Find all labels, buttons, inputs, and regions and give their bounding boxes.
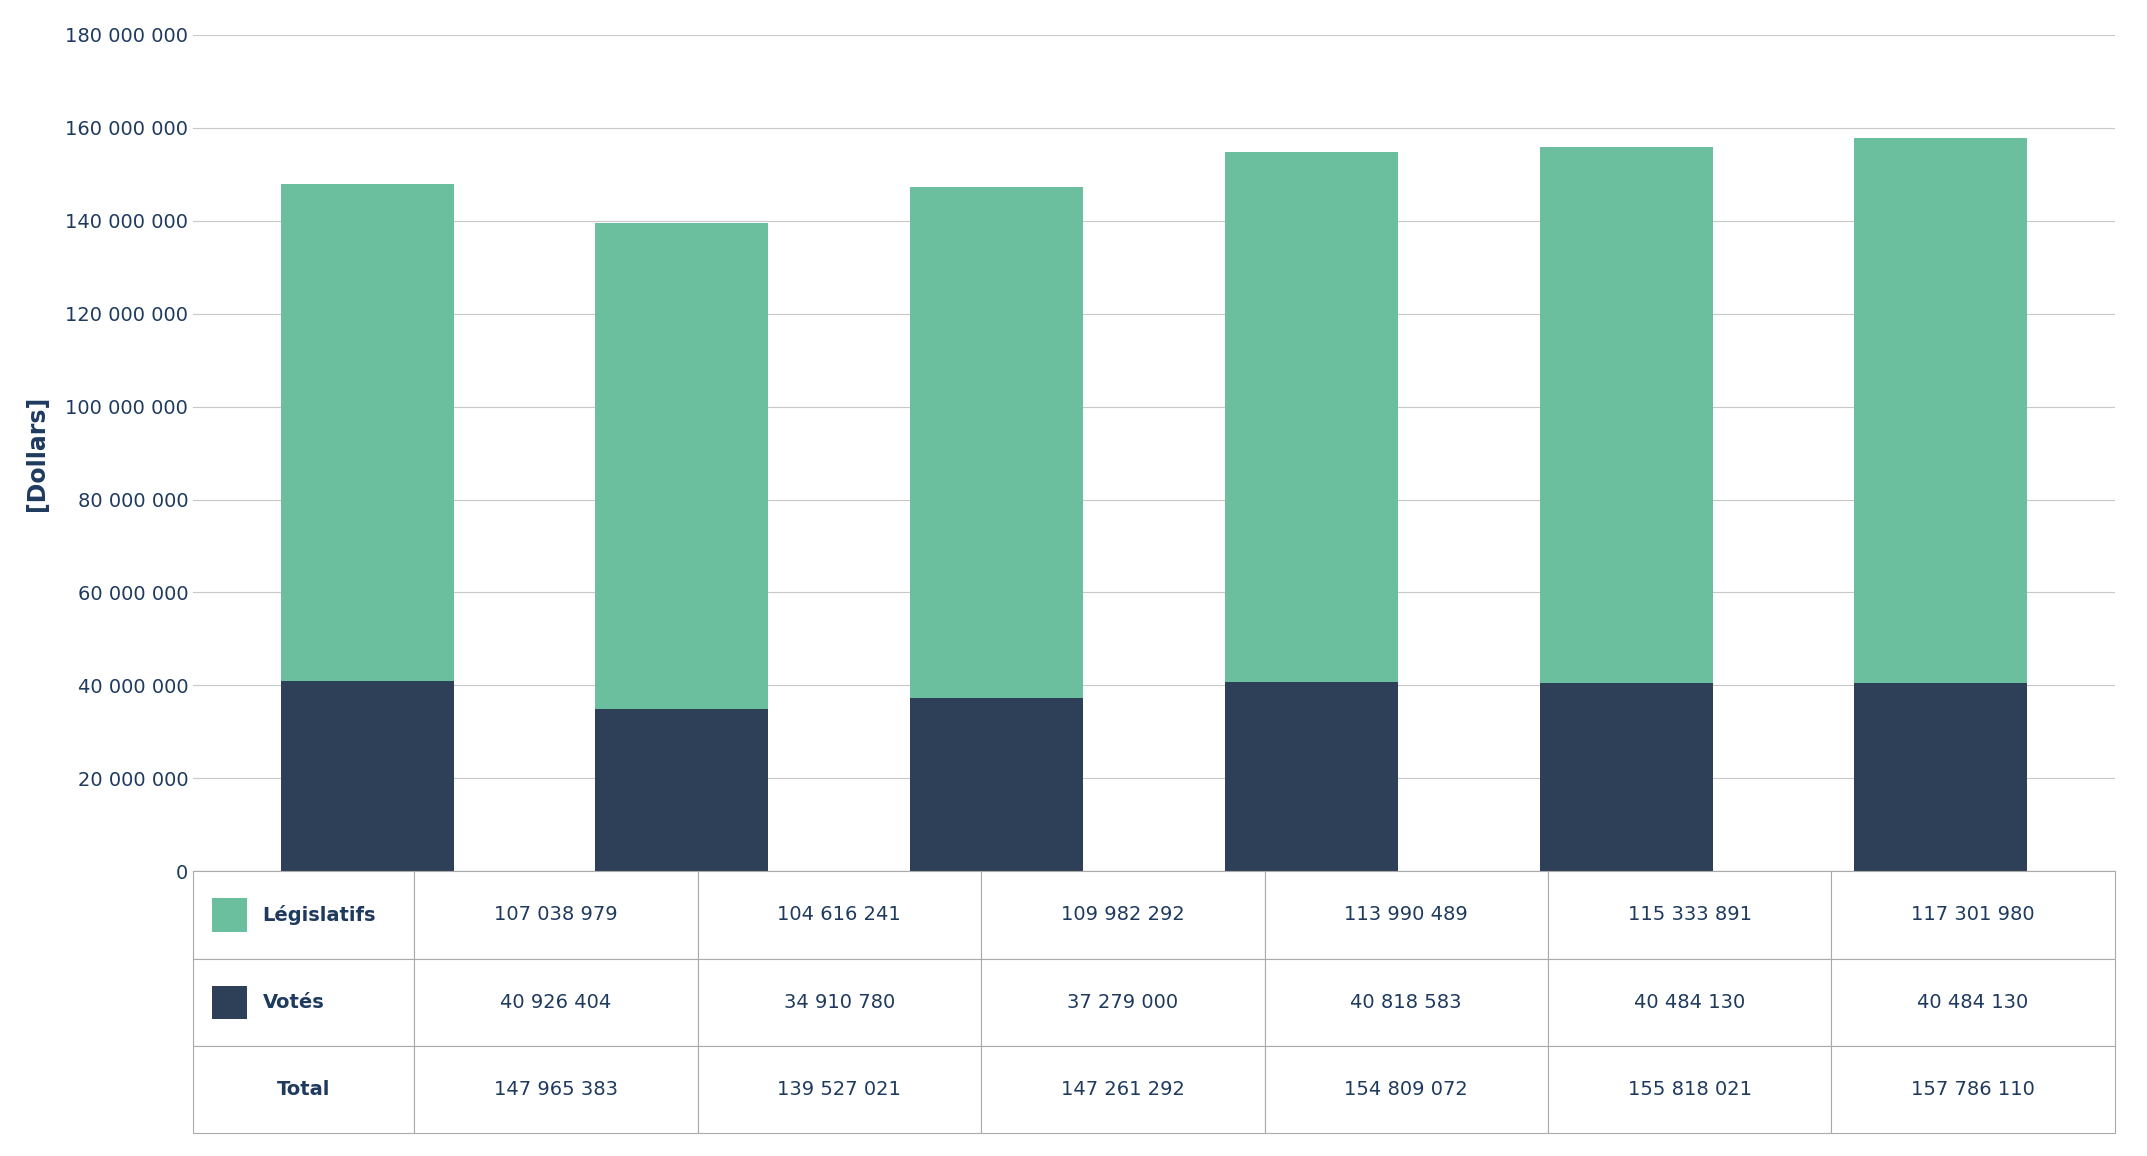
Text: 107 038 979: 107 038 979 (494, 905, 618, 925)
Text: 155 818 021: 155 818 021 (1627, 1080, 1752, 1099)
Bar (414, 1046, 698, 1133)
Text: 109 982 292: 109 982 292 (1061, 905, 1185, 925)
Bar (1855, 138, 2027, 683)
Text: 113 990 489: 113 990 489 (1344, 905, 1469, 925)
Bar (1265, 1046, 1548, 1133)
Bar (1831, 958, 2115, 1046)
Text: 139 527 021: 139 527 021 (777, 1080, 902, 1099)
Bar (910, 187, 1084, 698)
Bar (1224, 151, 1398, 682)
Text: 147 965 383: 147 965 383 (494, 1080, 618, 1099)
Text: Législatifs: Législatifs (262, 905, 376, 925)
Bar (981, 958, 1265, 1046)
Bar (1265, 872, 1548, 958)
Y-axis label: [Dollars]: [Dollars] (26, 395, 49, 511)
Text: 40 484 130: 40 484 130 (1634, 993, 1746, 1012)
Bar (414, 872, 698, 958)
Bar (595, 709, 769, 872)
Text: 40 484 130: 40 484 130 (1917, 993, 2029, 1012)
Text: 40 926 404: 40 926 404 (500, 993, 612, 1012)
Bar (193, 958, 414, 1046)
Bar (698, 872, 981, 958)
Text: 154 809 072: 154 809 072 (1344, 1080, 1469, 1099)
Bar (1548, 872, 1831, 958)
Text: 147 261 292: 147 261 292 (1061, 1080, 1185, 1099)
Bar (910, 698, 1084, 872)
Bar (1224, 682, 1398, 872)
Text: 40 818 583: 40 818 583 (1350, 993, 1462, 1012)
Bar (698, 958, 981, 1046)
Bar (981, 872, 1265, 958)
Text: 115 333 891: 115 333 891 (1627, 905, 1752, 925)
Bar (595, 223, 769, 709)
Text: 157 786 110: 157 786 110 (1911, 1080, 2035, 1099)
Text: Votés: Votés (262, 993, 324, 1012)
Text: 117 301 980: 117 301 980 (1911, 905, 2035, 925)
Bar (193, 1046, 414, 1133)
Bar (1548, 1046, 1831, 1133)
Bar (1831, 872, 2115, 958)
Bar (213, 986, 247, 1018)
Bar (193, 872, 414, 958)
Text: 34 910 780: 34 910 780 (784, 993, 895, 1012)
Bar (1548, 958, 1831, 1046)
Text: Total: Total (277, 1080, 331, 1099)
Bar (1539, 147, 1713, 683)
Bar (1539, 683, 1713, 872)
Bar (698, 1046, 981, 1133)
Bar (981, 1046, 1265, 1133)
Bar (414, 958, 698, 1046)
Text: 104 616 241: 104 616 241 (777, 905, 902, 925)
Bar (1265, 958, 1548, 1046)
Bar (1855, 683, 2027, 872)
Bar (1831, 1046, 2115, 1133)
Text: 37 279 000: 37 279 000 (1067, 993, 1179, 1012)
Bar (281, 184, 453, 681)
Bar (213, 898, 247, 932)
Bar (281, 681, 453, 872)
